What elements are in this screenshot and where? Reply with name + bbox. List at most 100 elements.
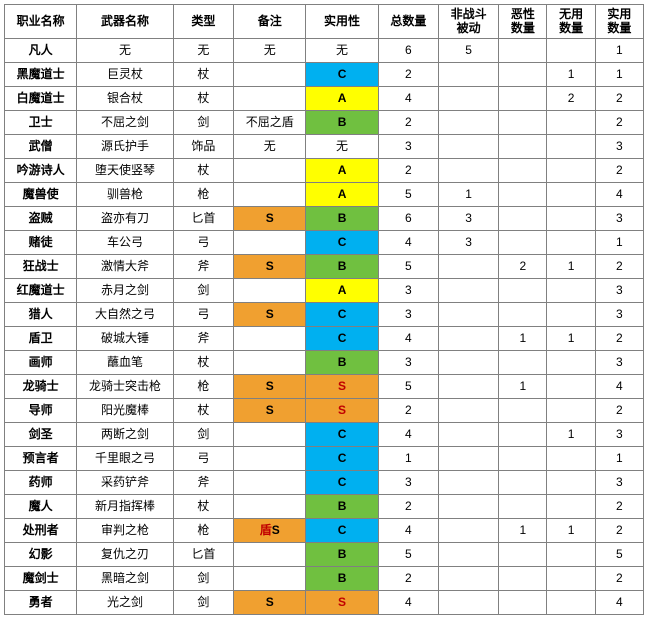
cell-nc: 3	[438, 206, 498, 230]
table-row: 黑魔道士巨灵杖杖C211	[5, 62, 644, 86]
cell-type: 斧	[173, 470, 233, 494]
cell-bad	[499, 566, 547, 590]
cell-useful: 3	[595, 278, 643, 302]
table-row: 盾卫破城大锤斧C4112	[5, 326, 644, 350]
cell-useless: 1	[547, 326, 595, 350]
cell-weapon: 银合杖	[77, 86, 173, 110]
cell-rating: C	[306, 62, 378, 86]
cell-type: 枪	[173, 374, 233, 398]
cell-note: 盾S	[234, 518, 306, 542]
cell-note: S	[234, 590, 306, 614]
cell-bad	[499, 494, 547, 518]
cell-job: 剑圣	[5, 422, 77, 446]
cell-note	[234, 326, 306, 350]
cell-bad	[499, 350, 547, 374]
cell-type: 杖	[173, 158, 233, 182]
cell-rating: B	[306, 542, 378, 566]
cell-useful: 3	[595, 206, 643, 230]
cell-job: 勇者	[5, 590, 77, 614]
cell-weapon: 盗亦有刀	[77, 206, 173, 230]
cell-total: 3	[378, 350, 438, 374]
cell-nc: 1	[438, 182, 498, 206]
cell-nc	[438, 518, 498, 542]
cell-weapon: 巨灵杖	[77, 62, 173, 86]
cell-nc	[438, 590, 498, 614]
cell-type: 剑	[173, 110, 233, 134]
cell-weapon: 光之剑	[77, 590, 173, 614]
cell-useless	[547, 446, 595, 470]
cell-type: 匕首	[173, 206, 233, 230]
cell-note	[234, 446, 306, 470]
cell-useless	[547, 134, 595, 158]
cell-job: 魔兽使	[5, 182, 77, 206]
cell-useful: 2	[595, 398, 643, 422]
cell-rating: A	[306, 158, 378, 182]
cell-useful: 2	[595, 518, 643, 542]
cell-total: 2	[378, 566, 438, 590]
cell-job: 武僧	[5, 134, 77, 158]
cell-type: 斧	[173, 326, 233, 350]
cell-useful: 4	[595, 590, 643, 614]
cell-total: 3	[378, 302, 438, 326]
table-body: 凡人无无无无651黑魔道士巨灵杖杖C211白魔道士银合杖杖A422卫士不屈之剑剑…	[5, 38, 644, 614]
cell-weapon: 破城大锤	[77, 326, 173, 350]
cell-bad	[499, 398, 547, 422]
cell-useful: 1	[595, 230, 643, 254]
cell-weapon: 复仇之刃	[77, 542, 173, 566]
cell-nc	[438, 110, 498, 134]
cell-note	[234, 158, 306, 182]
cell-weapon: 龙骑士突击枪	[77, 374, 173, 398]
table-row: 吟游诗人堕天使竖琴杖A22	[5, 158, 644, 182]
cell-type: 杖	[173, 350, 233, 374]
cell-weapon: 堕天使竖琴	[77, 158, 173, 182]
cell-nc	[438, 86, 498, 110]
cell-type: 杖	[173, 494, 233, 518]
cell-total: 2	[378, 158, 438, 182]
table-row: 勇者光之剑剑SS44	[5, 590, 644, 614]
cell-useless: 1	[547, 518, 595, 542]
cell-total: 2	[378, 110, 438, 134]
cell-useful: 2	[595, 566, 643, 590]
cell-weapon: 两断之剑	[77, 422, 173, 446]
cell-rating: C	[306, 470, 378, 494]
cell-useful: 2	[595, 86, 643, 110]
cell-type: 弓	[173, 446, 233, 470]
cell-type: 斧	[173, 254, 233, 278]
cell-note	[234, 542, 306, 566]
table-row: 红魔道士赤月之剑剑A33	[5, 278, 644, 302]
table-row: 预言者千里眼之弓弓C11	[5, 446, 644, 470]
cell-rating: C	[306, 230, 378, 254]
cell-total: 2	[378, 494, 438, 518]
cell-job: 幻影	[5, 542, 77, 566]
cell-note	[234, 422, 306, 446]
table-row: 魔兽使驯兽枪枪A514	[5, 182, 644, 206]
cell-rating: C	[306, 326, 378, 350]
cell-total: 5	[378, 542, 438, 566]
cell-nc	[438, 158, 498, 182]
cell-note	[234, 350, 306, 374]
cell-note: S	[234, 398, 306, 422]
cell-nc	[438, 446, 498, 470]
cell-useful: 2	[595, 110, 643, 134]
cell-nc	[438, 350, 498, 374]
cell-bad	[499, 470, 547, 494]
cell-job: 魔人	[5, 494, 77, 518]
cell-weapon: 无	[77, 38, 173, 62]
cell-bad	[499, 446, 547, 470]
cell-bad	[499, 542, 547, 566]
table-row: 狂战士激情大斧斧SB5212	[5, 254, 644, 278]
cell-type: 杖	[173, 86, 233, 110]
cell-nc	[438, 494, 498, 518]
cell-job: 吟游诗人	[5, 158, 77, 182]
cell-type: 饰品	[173, 134, 233, 158]
cell-note: S	[234, 374, 306, 398]
cell-bad	[499, 302, 547, 326]
cell-weapon: 源氏护手	[77, 134, 173, 158]
cell-rating: A	[306, 278, 378, 302]
cell-useless	[547, 542, 595, 566]
cell-job: 黑魔道士	[5, 62, 77, 86]
cell-useless	[547, 566, 595, 590]
cell-total: 4	[378, 518, 438, 542]
cell-rating: B	[306, 254, 378, 278]
cell-type: 弓	[173, 230, 233, 254]
